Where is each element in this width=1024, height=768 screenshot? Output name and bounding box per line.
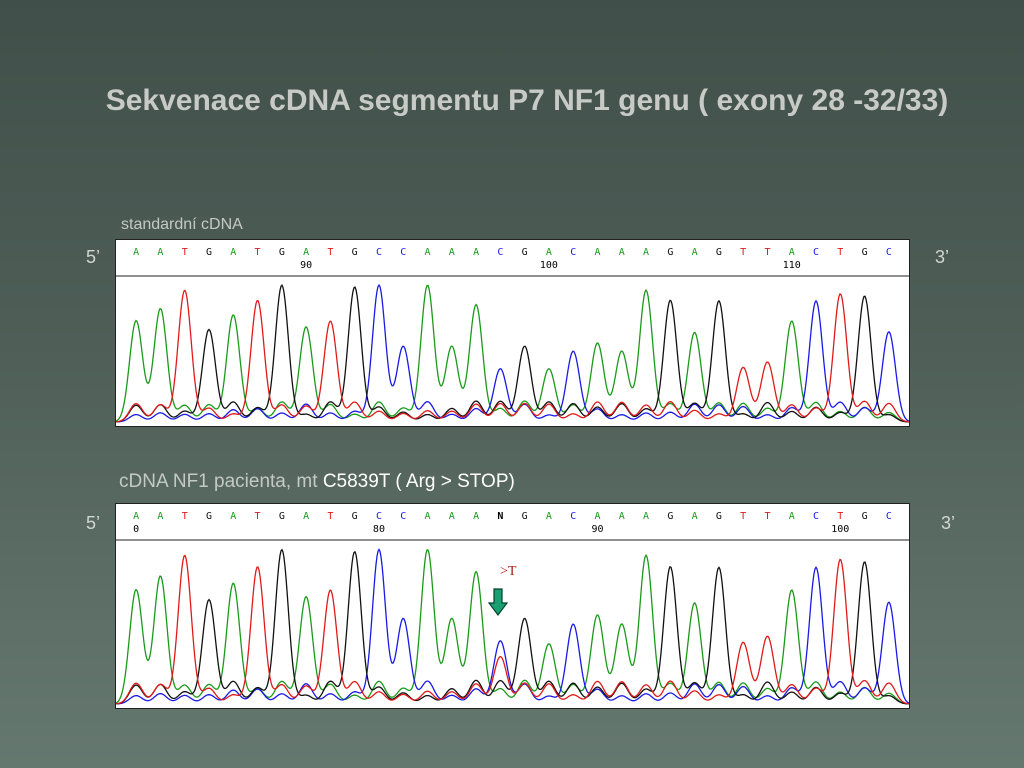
base-call-label: A — [619, 511, 625, 522]
base-call-label: T — [764, 247, 770, 258]
chromatogram-patient: A A T G A T G A T G C C A A A N G A C A A A G A G T T A C T G C 0 80 90 100 — [115, 503, 910, 709]
trace-C-series — [116, 283, 909, 423]
base-call-label: A — [425, 511, 431, 522]
position-tick-label: 100 — [831, 524, 849, 535]
position-tick-label: 110 — [783, 260, 801, 271]
base-call-label: G — [279, 511, 285, 522]
base-call-label: G — [862, 247, 868, 258]
base-call-label: G — [206, 247, 212, 258]
base-call-label: C — [813, 511, 819, 522]
position-tick-label: 0 — [133, 524, 139, 535]
base-call-label: N — [497, 511, 503, 522]
base-call-label: T — [327, 511, 333, 522]
base-call-label: A — [789, 511, 795, 522]
base-call-label: G — [667, 247, 673, 258]
chromatogram-standard: A A T G A T G A T G C C A A A C G A C A A A G A G T T A C T G C 90 100 110 — [115, 239, 910, 427]
label-3prime-top: 3’ — [935, 247, 950, 267]
base-call-label: G — [716, 247, 722, 258]
base-call-label: T — [255, 511, 261, 522]
base-call-label: C — [886, 247, 892, 258]
base-call-label: C — [570, 247, 576, 258]
chromatogram-patient-svg: A A T G A T G A T G C C A A A N G A C A A A G A G T T A C T G C 0 80 90 100 — [116, 511, 909, 705]
position-tick-label: 100 — [540, 260, 558, 271]
caption-patient-line: cDNA NF1 pacienta, mt C5839T ( Arg > STO… — [119, 471, 515, 493]
base-call-label: C — [400, 511, 406, 522]
base-call-label: T — [740, 511, 746, 522]
caption-standard: standardní cDNA — [121, 216, 243, 233]
base-call-label: A — [157, 511, 163, 522]
base-call-label: T — [837, 511, 843, 522]
label-3prime-bottom: 3’ — [941, 513, 956, 533]
base-call-label: G — [522, 511, 528, 522]
base-call-label: C — [497, 247, 503, 258]
trace-T-series — [116, 554, 909, 705]
caption-patient: cDNA NF1 pacienta, mt — [119, 471, 318, 492]
base-call-label: G — [279, 247, 285, 258]
base-call-label: G — [862, 511, 868, 522]
base-call-label: G — [206, 511, 212, 522]
trace-C-series — [116, 548, 909, 705]
position-tick-label: 90 — [591, 524, 603, 535]
down-arrow-icon — [487, 588, 509, 621]
base-call-label: A — [133, 511, 139, 522]
base-call-label: G — [352, 511, 358, 522]
substitution-label: >T — [500, 564, 517, 579]
base-call-label: T — [327, 247, 333, 258]
base-call-label: C — [400, 247, 406, 258]
base-call-label: A — [303, 247, 309, 258]
trace-A-series — [116, 549, 909, 705]
base-call-label: T — [837, 247, 843, 258]
base-call-label: A — [546, 247, 552, 258]
trace-A-series — [116, 284, 909, 423]
trace-T-series — [116, 289, 909, 423]
base-call-label: A — [692, 247, 698, 258]
label-5prime-bottom: 5’ — [86, 513, 101, 533]
base-call-label: A — [157, 247, 163, 258]
chromatogram-standard-svg: A A T G A T G A T G C C A A A C G A C A A A G A G T T A C T G C 90 100 110 — [116, 247, 909, 423]
position-tick-label: 90 — [300, 260, 312, 271]
trace-G-series — [116, 284, 909, 423]
base-call-label: T — [182, 247, 188, 258]
base-call-label: A — [133, 247, 139, 258]
base-call-label: A — [619, 247, 625, 258]
base-call-label: C — [570, 511, 576, 522]
base-call-label: A — [473, 247, 479, 258]
caption-mutation: C5839T ( Arg > STOP) — [322, 471, 515, 492]
base-call-label: A — [230, 247, 236, 258]
base-call-label: A — [789, 247, 795, 258]
trace-G-series — [116, 548, 909, 705]
base-call-label: A — [643, 511, 649, 522]
base-call-label: T — [182, 511, 188, 522]
base-call-label: C — [813, 247, 819, 258]
label-5prime-top: 5’ — [86, 247, 101, 267]
base-call-label: A — [473, 511, 479, 522]
base-call-label: T — [255, 247, 261, 258]
base-call-label: A — [425, 247, 431, 258]
base-call-label: T — [764, 511, 770, 522]
base-call-label: A — [303, 511, 309, 522]
base-call-label: G — [352, 247, 358, 258]
base-call-label: C — [886, 511, 892, 522]
base-call-label: G — [667, 511, 673, 522]
slide-title: Sekvenace cDNA segmentu P7 NF1 genu ( ex… — [105, 84, 949, 117]
base-call-label: T — [740, 247, 746, 258]
base-call-label: C — [376, 247, 382, 258]
base-call-label: A — [594, 247, 600, 258]
base-call-label: A — [546, 511, 552, 522]
base-call-label: G — [716, 511, 722, 522]
base-call-label: A — [449, 511, 455, 522]
base-call-label: A — [449, 247, 455, 258]
base-call-label: A — [643, 247, 649, 258]
base-call-label: A — [692, 511, 698, 522]
base-call-label: A — [230, 511, 236, 522]
base-call-label: C — [376, 511, 382, 522]
base-call-label: A — [594, 511, 600, 522]
position-tick-label: 80 — [373, 524, 385, 535]
base-call-label: G — [522, 247, 528, 258]
